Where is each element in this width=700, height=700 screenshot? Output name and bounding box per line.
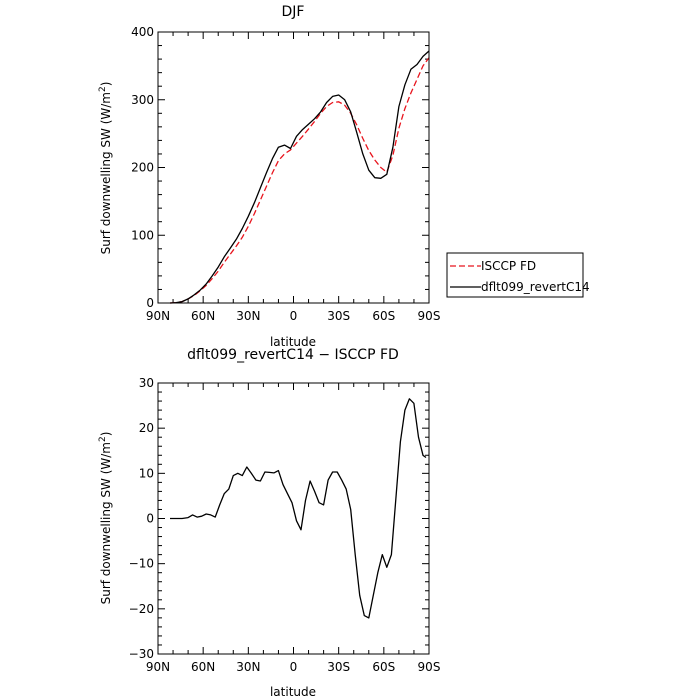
y-tick-label: 30 <box>139 376 154 390</box>
top-chart-tick-labels: 90N 60N 30N 0 30S 60S 90S 0 100 200 300 400 <box>131 25 440 323</box>
series-line-dflt099-revertc14 <box>169 50 430 304</box>
x-tick-label: 90S <box>418 309 441 323</box>
x-tick-label: 90S <box>418 660 441 674</box>
top-chart-frame <box>157 31 430 304</box>
y-tick-label: 400 <box>131 25 154 39</box>
x-tick-label: 30S <box>327 309 350 323</box>
bottom-chart-xlabel: latitude <box>270 685 316 699</box>
y-tick-label: 10 <box>139 466 154 480</box>
x-tick-label: 60S <box>372 309 395 323</box>
y-tick-label: 0 <box>146 296 154 310</box>
x-tick-label: 0 <box>290 660 298 674</box>
legend-label-dflt099: dflt099_revertC14 <box>481 280 590 294</box>
bottom-chart-series <box>170 398 427 619</box>
legend-label-isccp-fd: ISCCP FD <box>481 259 536 273</box>
x-tick-label: 60N <box>191 660 215 674</box>
x-tick-label: 30N <box>236 309 260 323</box>
y-tick-label: −20 <box>129 602 154 616</box>
y-tick-label: 0 <box>146 512 154 526</box>
y-tick-label: 100 <box>131 228 154 242</box>
top-chart-legend: ISCCP FD dflt099_revertC14 <box>446 252 590 298</box>
top-chart-ylabel: Surf downwelling SW (W/m2) <box>98 82 113 255</box>
top-chart-title: DJF <box>282 4 305 20</box>
y-tick-label: 200 <box>131 161 154 175</box>
x-tick-label: 30S <box>327 660 350 674</box>
y-tick-label: 20 <box>139 421 154 435</box>
series-line-diff-0 <box>170 398 427 619</box>
x-tick-label: 60N <box>191 309 215 323</box>
x-tick-label: 0 <box>290 309 298 323</box>
top-chart: DJF 90N 60N 30N 0 30S 60S 90S 0 100 200 300 400 lat… <box>98 4 590 349</box>
top-chart-series <box>169 50 430 304</box>
series-line-isccp-fd <box>169 57 430 304</box>
x-tick-label: 30N <box>236 660 260 674</box>
bottom-chart: dflt099_revertC14 − ISCCP FD 90N 60N 30N 0 3… <box>98 347 440 699</box>
top-chart-xlabel: latitude <box>270 335 316 349</box>
x-tick-label: 90N <box>146 660 170 674</box>
bottom-chart-tick-labels: 90N 60N 30N 0 30S 60S 90S −30 −20 −10 0 10 20 30 <box>129 376 441 674</box>
legend-box <box>446 252 584 298</box>
y-tick-label: 300 <box>131 93 154 107</box>
y-tick-label: −10 <box>129 557 154 571</box>
bottom-chart-ticks <box>157 382 430 655</box>
y-tick-label: −30 <box>129 647 154 661</box>
x-tick-label: 90N <box>146 309 170 323</box>
bottom-chart-frame <box>157 382 430 655</box>
bottom-chart-title: dflt099_revertC14 − ISCCP FD <box>187 347 399 363</box>
bottom-chart-ylabel: Surf downwelling SW (W/m2) <box>98 432 113 605</box>
x-tick-label: 60S <box>372 660 395 674</box>
